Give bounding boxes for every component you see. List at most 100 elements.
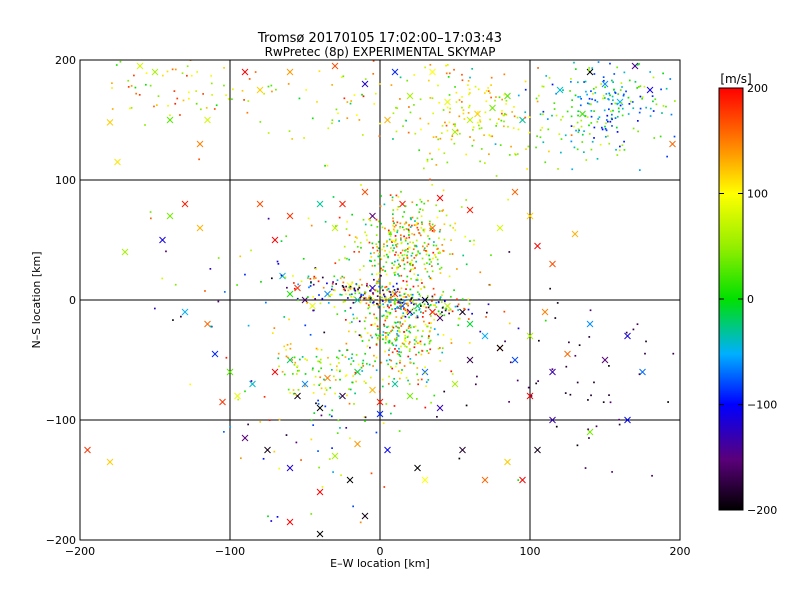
scatter-point-dot [460, 101, 463, 103]
scatter-point-dot [210, 75, 213, 77]
scatter-point-dot [395, 194, 398, 197]
scatter-point-dot [361, 134, 364, 136]
scatter-point-dot [345, 342, 348, 345]
scatter-point-dot [415, 316, 418, 319]
scatter-point-dot [667, 401, 669, 403]
scatter-point-dot [505, 103, 507, 105]
scatter-point-dot [395, 244, 397, 246]
scatter-point-dot [590, 110, 593, 112]
scatter-point-dot [134, 86, 137, 89]
scatter-point-dot [391, 262, 394, 265]
scatter-point-cross [286, 68, 294, 76]
scatter-point-dot [167, 104, 169, 107]
scatter-point-dot [408, 224, 410, 226]
scatter-point-dot [586, 102, 589, 105]
scatter-point-cross [286, 518, 294, 526]
scatter-point-dot [440, 132, 443, 135]
scatter-point-dot [374, 92, 377, 95]
scatter-point-dot [542, 85, 545, 88]
scatter-point-dot [368, 295, 371, 298]
scatter-point-dot [417, 383, 420, 386]
scatter-point-dot [401, 342, 404, 345]
scatter-point-dot [361, 93, 363, 96]
scatter-point-dot [430, 326, 432, 329]
colorbar-tick-label: 0 [747, 293, 754, 306]
scatter-point-dot [413, 343, 416, 345]
scatter-point-dot [611, 471, 613, 473]
scatter-point-dot [388, 231, 390, 234]
scatter-point-dot [471, 67, 473, 70]
scatter-point-dot [407, 294, 409, 296]
scatter-point-dot [393, 295, 396, 297]
scatter-point-dot [347, 289, 350, 292]
scatter-point-cross [429, 68, 436, 76]
scatter-point-dot [605, 129, 608, 132]
y-tick-label: 0 [69, 294, 76, 307]
scatter-point-cross [136, 62, 144, 70]
scatter-point-dot [407, 131, 410, 134]
scatter-point-dot [379, 122, 382, 125]
scatter-point-dot [385, 253, 388, 256]
scatter-point-dot [362, 218, 365, 221]
scatter-point-dot [612, 81, 614, 84]
scatter-point-dot [413, 233, 416, 236]
scatter-point-dot [439, 137, 442, 140]
scatter-point-dot [616, 115, 619, 118]
scatter-point-dot [331, 122, 333, 125]
scatter-point-cross [181, 200, 189, 208]
scatter-point-dot [392, 249, 394, 252]
scatter-point-dot [198, 158, 200, 161]
scatter-point-cross [316, 488, 324, 496]
scatter-point-cross [436, 314, 444, 322]
scatter-point-dot [457, 309, 460, 311]
scatter-point-dot [405, 228, 408, 230]
scatter-point-dot [468, 303, 471, 305]
scatter-point-dot [404, 337, 407, 339]
scatter-point-dot [381, 315, 384, 318]
scatter-point-dot [426, 158, 429, 161]
scatter-point-dot [320, 367, 323, 370]
scatter-point-dot [317, 370, 320, 373]
scatter-point-dot [277, 357, 280, 360]
scatter-point-dot [337, 419, 340, 422]
scatter-point-dot [416, 217, 419, 220]
scatter-point-dot [391, 213, 394, 216]
scatter-point-dot [446, 106, 449, 109]
scatter-point-dot [429, 152, 431, 155]
scatter-point-dot [365, 362, 368, 365]
scatter-point-cross [301, 380, 309, 388]
scatter-point-dot [406, 255, 409, 258]
scatter-point-dot [432, 251, 435, 254]
scatter-point-dot [404, 334, 406, 337]
scatter-point-dot [387, 287, 390, 290]
scatter-point-cross [459, 308, 466, 316]
scatter-point-dot [439, 297, 441, 300]
scatter-point-dot [149, 84, 152, 87]
scatter-point-dot [384, 270, 387, 272]
scatter-point-dot [373, 252, 375, 254]
scatter-point-dot [483, 92, 486, 94]
scatter-point-dot [638, 111, 641, 114]
scatter-point-dot [410, 268, 412, 271]
scatter-point-dot [382, 331, 385, 333]
scatter-point-dot [398, 353, 401, 356]
scatter-point-dot [473, 239, 475, 242]
scatter-point-dot [568, 341, 570, 344]
scatter-point-dot [332, 375, 335, 378]
scatter-point-dot [223, 67, 225, 69]
scatter-point-dot [317, 280, 320, 283]
scatter-point-dot [517, 479, 520, 481]
scatter-point-dot [586, 116, 589, 118]
scatter-point-dot [389, 341, 392, 344]
scatter-point-dot [195, 90, 198, 92]
scatter-point-dot [457, 324, 460, 327]
scatter-point-dot [433, 230, 435, 233]
scatter-point-dot [573, 125, 575, 128]
scatter-point-dot [316, 101, 318, 103]
scatter-point-dot [375, 369, 378, 372]
scatter-point-dot [604, 127, 607, 130]
scatter-point-dot [424, 66, 427, 69]
scatter-point-dot [386, 315, 389, 318]
scatter-point-dot [365, 302, 368, 305]
scatter-point-cross [211, 350, 219, 358]
